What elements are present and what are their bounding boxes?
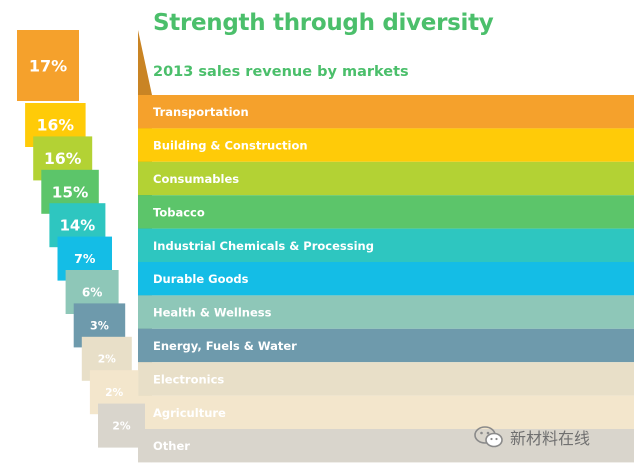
category-label-6: Durable Goods xyxy=(153,272,249,286)
chart-title: Strength through diversity xyxy=(153,10,494,36)
value-label-10: 2% xyxy=(105,386,123,399)
watermark: 新材料在线 xyxy=(474,425,590,449)
category-label-5: Industrial Chemicals & Processing xyxy=(153,239,374,253)
value-label-7: 6% xyxy=(82,285,103,299)
value-label-6: 7% xyxy=(74,251,96,266)
value-label-11: 2% xyxy=(112,419,130,432)
value-label-2: 16% xyxy=(37,117,75,135)
value-label-4: 15% xyxy=(52,183,89,201)
value-label-1: 17% xyxy=(29,56,67,75)
value-label-5: 14% xyxy=(60,217,96,235)
category-label-9: Electronics xyxy=(153,372,224,386)
category-label-1: Transportation xyxy=(153,105,249,119)
bar-8 xyxy=(138,328,634,363)
category-label-7: Health & Wellness xyxy=(153,306,272,320)
value-label-9: 2% xyxy=(98,353,116,366)
category-label-4: Tobacco xyxy=(153,205,205,219)
category-label-8: Energy, Fuels & Water xyxy=(153,339,297,353)
bar-1 xyxy=(138,95,634,129)
bar-7 xyxy=(138,295,634,329)
bar-3 xyxy=(138,161,634,196)
bar-11 xyxy=(138,429,634,463)
bar-2 xyxy=(138,128,634,162)
watermark-text: 新材料在线 xyxy=(510,429,591,448)
category-label-2: Building & Construction xyxy=(153,139,308,153)
bar-4 xyxy=(138,195,634,229)
value-label-8: 3% xyxy=(90,319,109,332)
bar-9 xyxy=(138,362,634,396)
category-label-3: Consumables xyxy=(153,172,239,186)
bar-10 xyxy=(138,395,634,429)
chart-subtitle: 2013 sales revenue by markets xyxy=(153,64,409,80)
value-tab-11 xyxy=(98,403,145,448)
wechat-icon xyxy=(474,426,503,448)
bar-6 xyxy=(138,262,634,296)
category-label-10: Agriculture xyxy=(153,406,226,420)
value-label-3: 16% xyxy=(44,150,82,168)
value-tab-1 xyxy=(17,30,79,101)
category-label-11: Other xyxy=(153,439,190,453)
bar-5 xyxy=(138,228,634,262)
